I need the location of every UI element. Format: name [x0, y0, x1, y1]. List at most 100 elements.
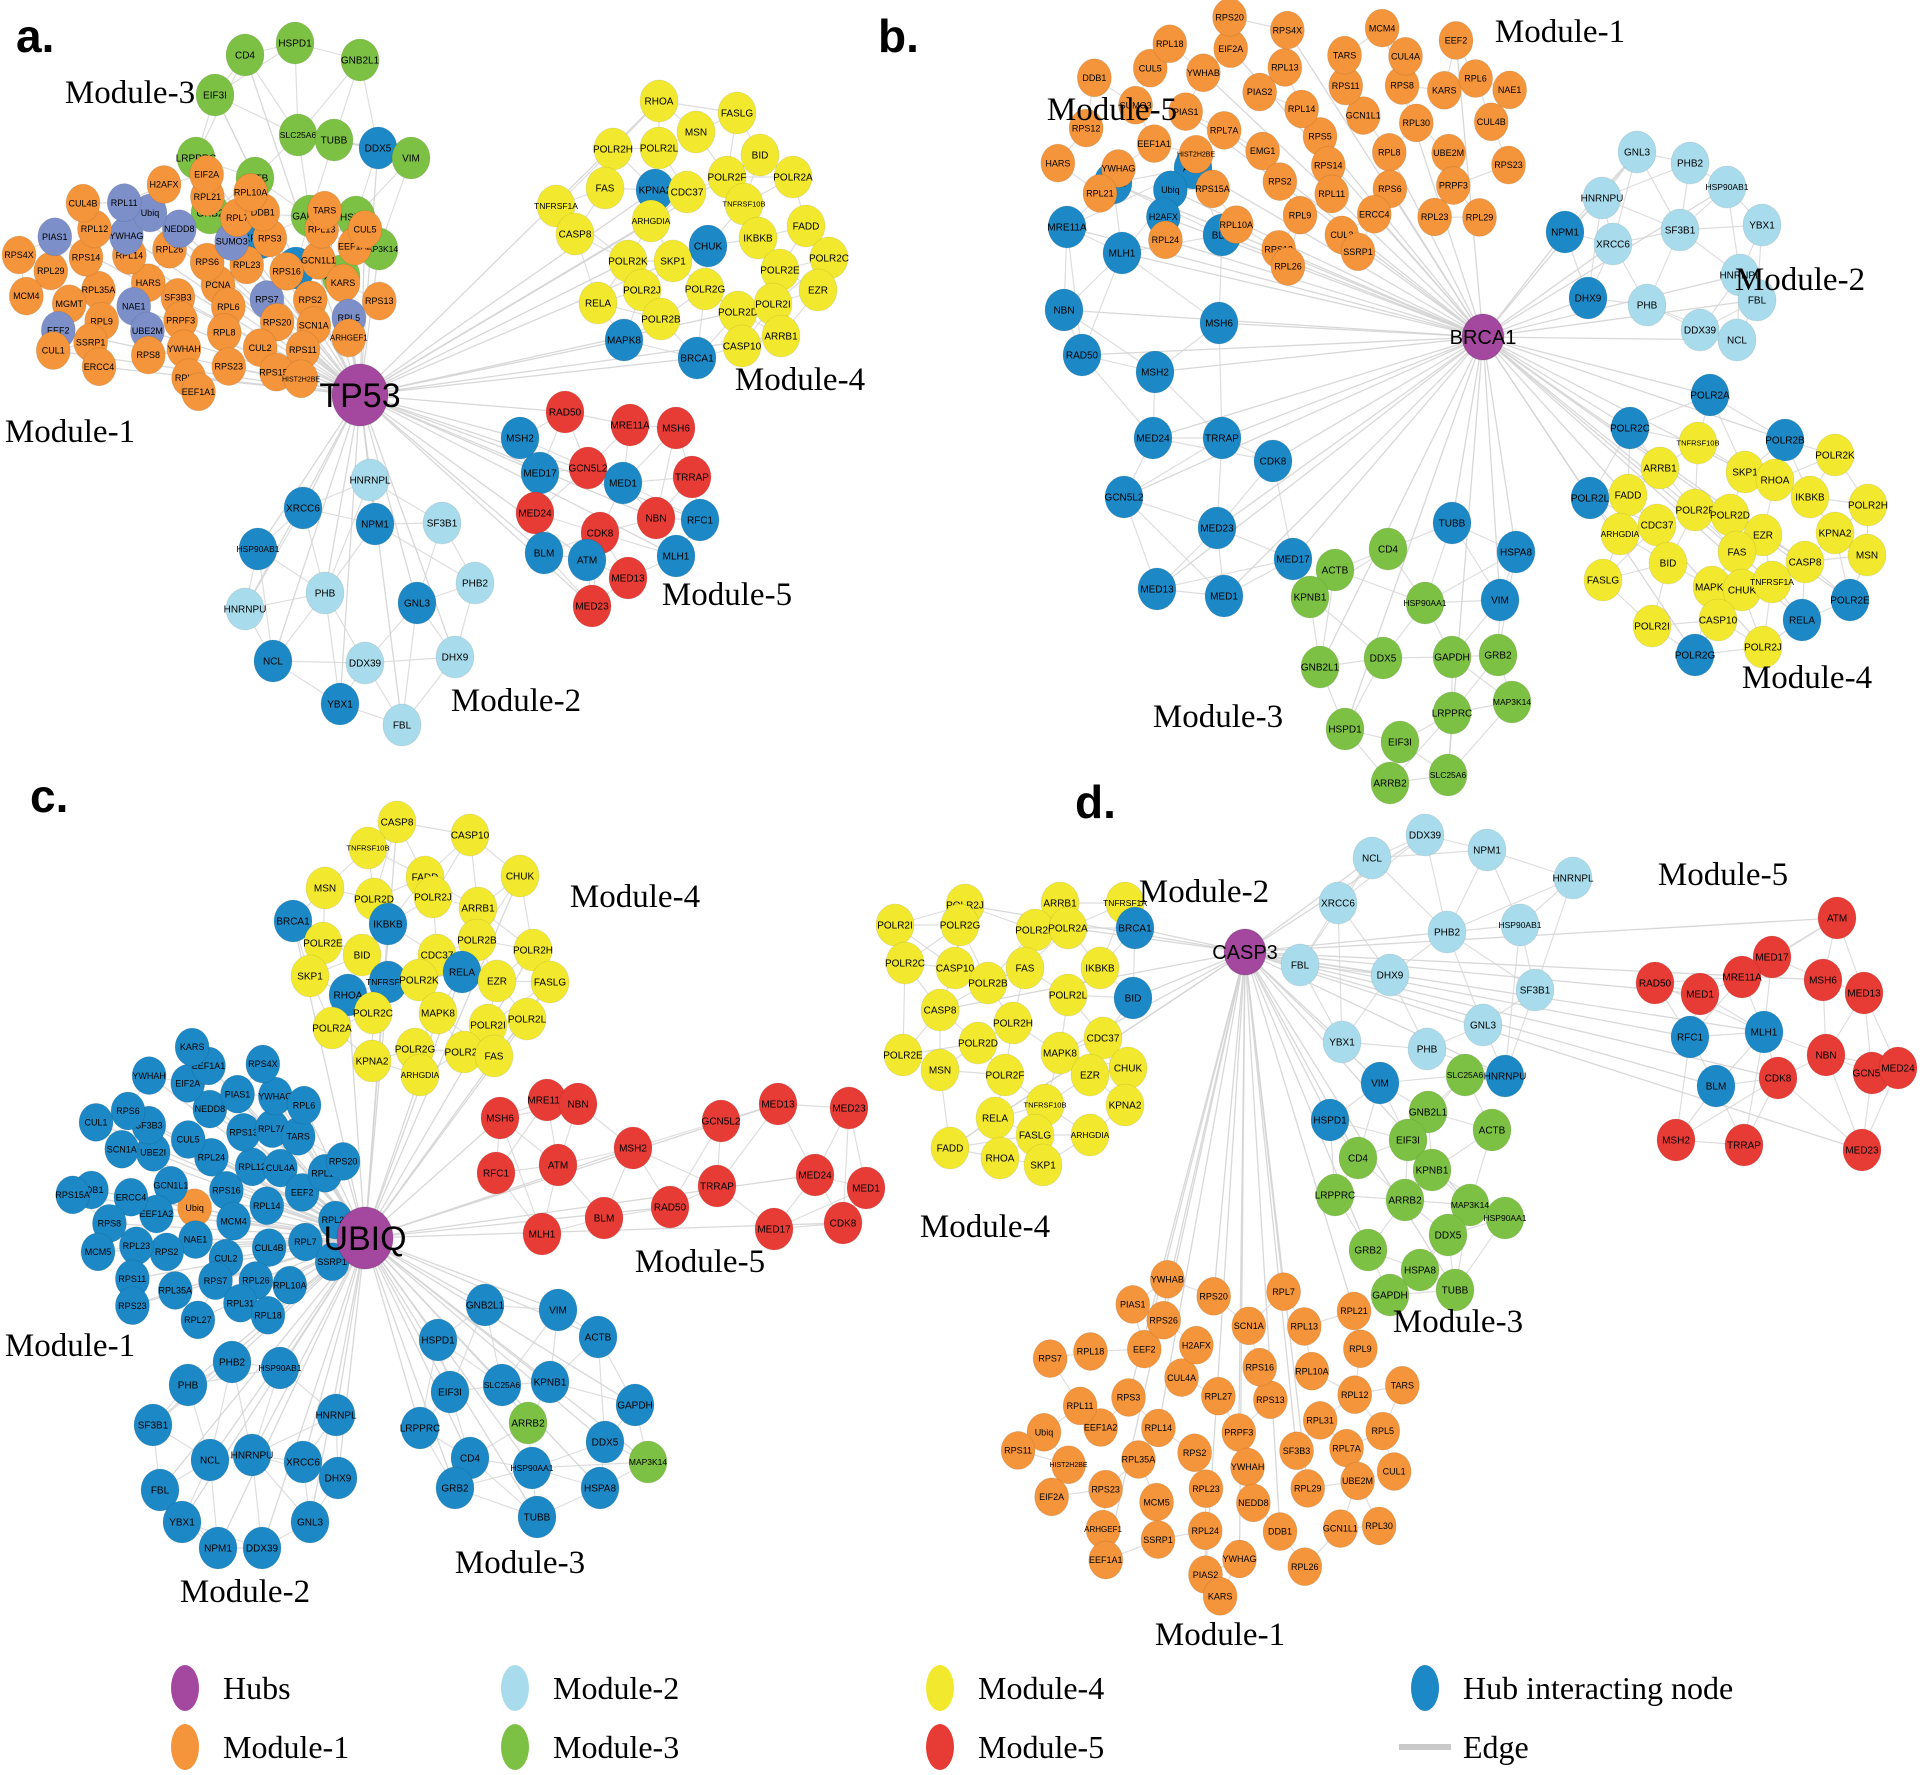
- gene-node-circle: [347, 209, 383, 249]
- gene-node-label: RPS20: [329, 1157, 358, 1167]
- hub-edge: [1154, 336, 1484, 373]
- gene-node-circle: [1318, 881, 1358, 925]
- gene-node-circle: [1269, 10, 1305, 50]
- gene-node-circle: [1325, 707, 1365, 751]
- gene-node-label: FAS: [596, 184, 615, 195]
- gene-node-circle: [935, 946, 975, 990]
- legend-label: Module-2: [553, 1670, 679, 1706]
- gene-node-label: PIAS1: [1120, 1300, 1146, 1310]
- gene-node: RELA: [442, 950, 482, 994]
- gene-node-label: KPNA2: [639, 186, 672, 197]
- hub-edge: [359, 220, 652, 396]
- gene-node-label: RELA: [449, 968, 475, 979]
- gene-node-circle: [195, 73, 235, 117]
- gene-node: BID: [1113, 976, 1153, 1020]
- gene-node: RPS13: [361, 281, 397, 321]
- gene-node-label: EEF2: [1445, 36, 1468, 46]
- hub-edge: [359, 147, 379, 396]
- gene-node: DHX9: [318, 1456, 358, 1500]
- gene-node: MSH6: [480, 1096, 520, 1140]
- gene-node: MCM4: [8, 276, 44, 316]
- gene-node-circle: [233, 173, 269, 212]
- gene-node-circle: [1149, 1259, 1185, 1299]
- hub-edge: [1244, 951, 1456, 1291]
- gene-node-label: EIF2A: [1039, 1492, 1064, 1502]
- gene-node-label: MED23: [575, 602, 609, 613]
- gene-node-label: YWHAG: [1101, 164, 1135, 174]
- gene-node-label: POLR2A: [1690, 391, 1730, 402]
- gene-node: ERCC4: [113, 1177, 149, 1217]
- gene-node: RPL9: [1282, 195, 1318, 235]
- gene-node-label: TRRAP: [675, 473, 709, 484]
- gene-node: MED13: [1844, 971, 1884, 1015]
- gene-node-circle: [104, 1129, 140, 1169]
- gene-node-label: NBN: [1053, 306, 1074, 317]
- gene-node-circle: [1262, 162, 1298, 201]
- gene-node: HIST2H2BE: [282, 359, 320, 399]
- gene-node: POLR2L: [639, 126, 679, 170]
- gene-node-label: MLH1: [1109, 249, 1136, 260]
- gene-node-circle: [331, 318, 367, 358]
- edge: [1123, 496, 1225, 597]
- panel-letter: a.: [16, 10, 54, 62]
- gene-node-label: HSPD1: [1328, 725, 1362, 736]
- gene-node-label: EIF2A: [1218, 44, 1243, 54]
- panel-c: CASP8CASP10TNFRSF10BMSNFADDPOLR2JCHUKPOL…: [5, 770, 886, 1610]
- hub-edge: [1319, 135, 1484, 338]
- gene-node-circle: [538, 1288, 578, 1332]
- gene-node-label: LRPPRC: [400, 1424, 441, 1435]
- panel-d: DDX39NPM1NCLXRCC6HNRNPLPHB2HSP90AB1FBLDH…: [875, 776, 1918, 1653]
- gene-node-label: MLH1: [1751, 1028, 1778, 1039]
- gene-node-circle: [1742, 203, 1782, 247]
- gene-node-label: EEF1A1: [1089, 1555, 1123, 1565]
- gene-node: POLR2G: [685, 267, 726, 311]
- gene-node-label: FAS: [1728, 548, 1747, 559]
- gene-node: RPL6: [286, 1085, 322, 1125]
- gene-node-label: NPM1: [361, 520, 389, 531]
- gene-node-circle: [613, 1126, 653, 1170]
- panel-c-labels: c.Module-4Module-5Module-1Module-2Module…: [5, 770, 765, 1610]
- gene-node-circle: [140, 1468, 180, 1512]
- edge: [531, 1461, 649, 1469]
- gene-node-circle: [1126, 1329, 1162, 1369]
- hub-edge: [1204, 951, 1246, 1575]
- gene-node-label: SSRP1: [76, 337, 106, 347]
- gene-node: POLR2G: [1675, 633, 1716, 677]
- gene-node-circle: [260, 1346, 300, 1390]
- gene-node: RPL6: [1458, 59, 1493, 98]
- gene-node-label: RPS12: [1072, 123, 1101, 133]
- gene-node-label: RPL12: [1341, 1390, 1369, 1400]
- gene-node-circle: [283, 1440, 323, 1484]
- module-label: Module-5: [635, 1244, 765, 1280]
- gene-node: POLR2D: [958, 1021, 998, 1065]
- gene-node: KARS: [174, 1027, 210, 1067]
- gene-node-label: MED13: [611, 574, 645, 585]
- gene-node: MED23: [1842, 1128, 1882, 1172]
- gene-node-label: HSPD1: [421, 1336, 455, 1347]
- gene-node-circle: [1141, 1408, 1176, 1448]
- gene-node: RPS2: [1262, 162, 1298, 201]
- gene-node: SKP1: [1023, 1143, 1063, 1187]
- gene-node: LRPPRC: [1432, 691, 1472, 735]
- gene-node: GRB2: [1348, 1228, 1388, 1272]
- gene-node-circle: [1185, 53, 1221, 93]
- gene-node: MSH6: [1803, 958, 1843, 1002]
- gene-node-label: KARS: [180, 1042, 205, 1052]
- hub-edge: [251, 1237, 366, 1456]
- gene-node: LRPPRC: [400, 1406, 441, 1450]
- gene-node-label: POLR2G: [940, 921, 981, 932]
- gene-node: DDX39: [345, 641, 385, 685]
- gene-node: POLR2B: [641, 297, 681, 341]
- gene-node-circle: [435, 1466, 475, 1510]
- gene-node: HSP90AB1: [259, 1346, 302, 1390]
- gene-node-label: BLM: [594, 1214, 615, 1225]
- gene-node-label: RPS23: [1091, 1484, 1120, 1494]
- gene-node: RPS4X: [1, 235, 37, 275]
- gene-node: SLC25A6: [1428, 753, 1468, 797]
- gene-node-circle: [1432, 501, 1472, 545]
- gene-node: RPS2: [1177, 1433, 1213, 1473]
- gene-node: ARHGDIA: [631, 199, 671, 243]
- gene-node-label: MGMT: [55, 299, 83, 309]
- gene-node-circle: [1137, 567, 1177, 611]
